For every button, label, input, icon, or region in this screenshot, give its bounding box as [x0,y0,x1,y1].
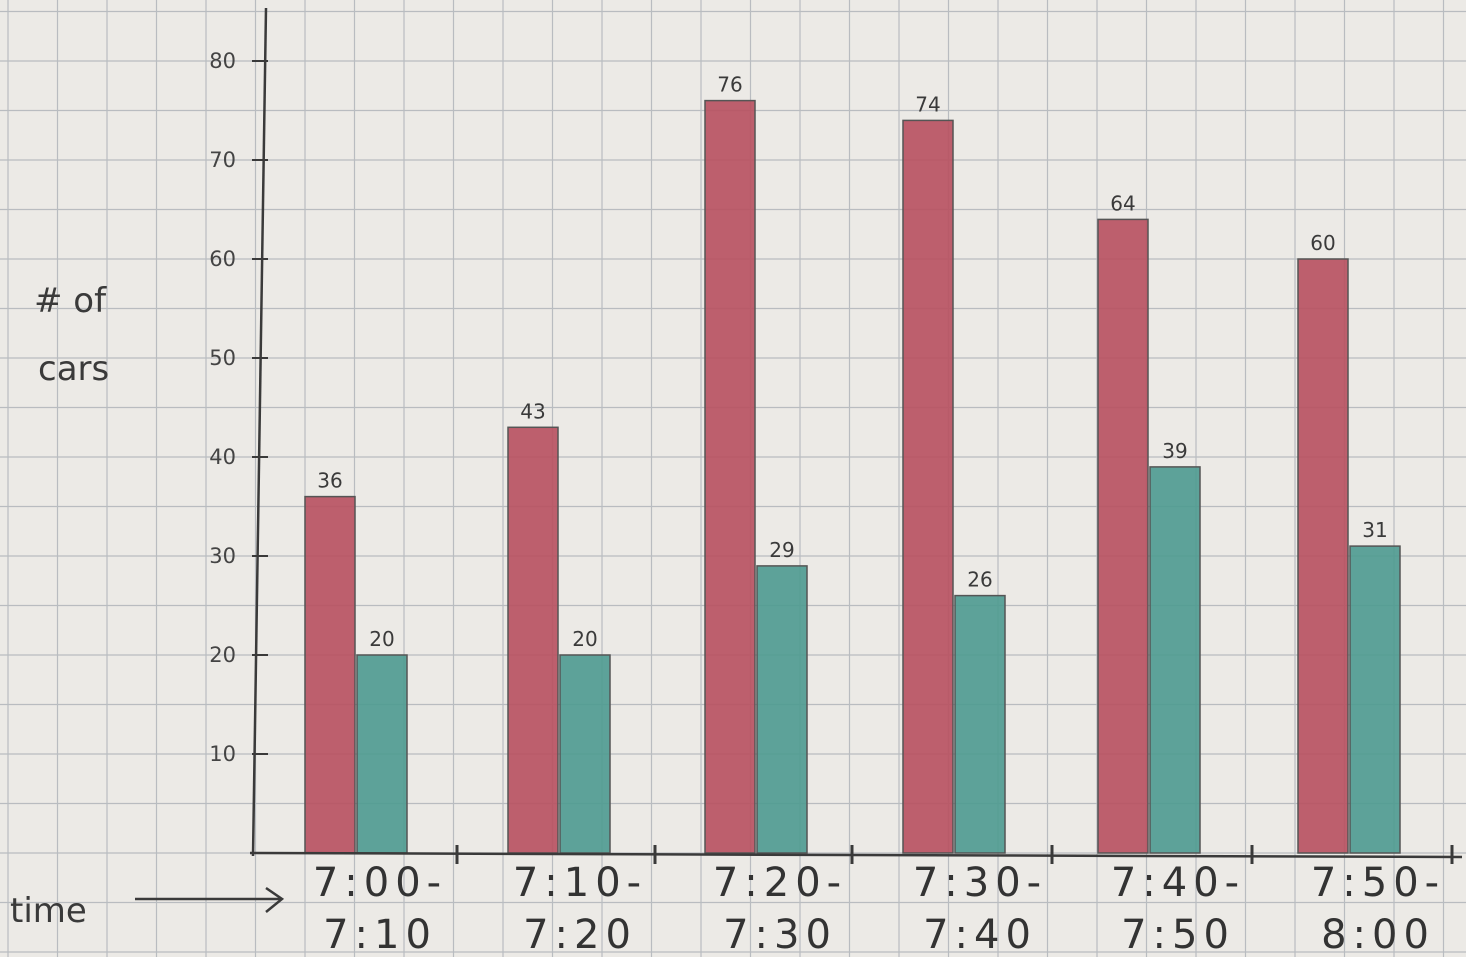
x-axis-line [249,851,1463,859]
bar-value-label: 31 [1362,518,1387,542]
y-tick-label: 40 [209,445,236,469]
bar-value-label: 26 [967,568,992,592]
y-tick-label: 80 [209,49,236,73]
y-tick-label: 70 [209,148,236,172]
x-tick-label-end: 7:50 [1121,912,1235,957]
axes-layer [249,7,1463,859]
bar-series-1 [704,99,756,854]
bar-value-label: 39 [1162,439,1187,463]
bar-series-1 [1297,258,1349,854]
x-tick-label-start: 7:30- [913,860,1047,906]
y-axis-title-line-2: cars [38,349,109,389]
y-tick-label: 20 [209,643,236,667]
bar-value-label: 76 [717,73,742,97]
x-tick-label-start: 7:50- [1311,860,1445,906]
y-ticks-layer: 10 20 30 40 50 60 70 80 [209,49,268,766]
x-tick-label-start: 7:00- [313,860,447,906]
bar-series-2 [559,654,611,854]
x-tick-label-start: 7:20- [713,860,847,906]
bar-series-2 [756,565,808,854]
bars-layer: 36 43 76 74 64 60 20 20 29 26 39 31 [304,73,1401,854]
x-tick-label-end: 7:30 [723,912,837,957]
bar-series-2 [1149,466,1201,854]
x-tick-label-end: 7:40 [923,912,1037,957]
y-tick-label: 60 [209,247,236,271]
x-tick-label-end: 8:00 [1321,912,1435,957]
bar-series-2 [954,594,1006,854]
bar-series-1 [507,426,559,854]
bar-value-label: 20 [572,627,597,651]
bar-value-label: 64 [1110,191,1135,215]
x-tick-label-end: 7:20 [523,912,637,957]
bar-value-label: 29 [769,538,794,562]
x-axis-title: time [10,891,87,931]
x-tick-label-end: 7:10 [323,912,437,957]
x-ticks-layer: 7:00- 7:10 7:10- 7:20 7:20- 7:30 7:30- 7:40 7:40… [313,845,1454,957]
y-tick-label: 50 [209,346,236,370]
y-tick-label: 10 [209,742,236,766]
x-tick-label-start: 7:10- [513,860,647,906]
bar-value-label: 36 [317,469,342,493]
y-tick-label: 30 [209,544,236,568]
bar-series-1 [1097,218,1149,854]
y-axis-title-line-1: # of [34,281,107,321]
x-tick-label-start: 7:40- [1111,860,1245,906]
y-axis-line [251,7,268,857]
bar-value-label: 74 [915,92,940,116]
bar-series-2 [356,654,408,854]
bar-value-label: 60 [1310,231,1335,255]
bar-series-1 [304,495,356,854]
arrow-right-icon [135,886,285,913]
bar-series-2 [1349,545,1401,854]
bar-value-label: 20 [369,627,394,651]
bar-series-1 [902,119,954,854]
bar-value-label: 43 [520,399,545,423]
